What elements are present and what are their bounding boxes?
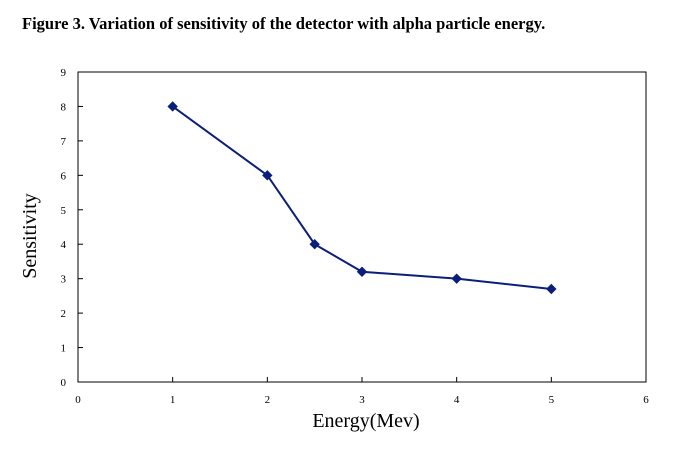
y-axis-title: Sensitivity	[19, 193, 41, 279]
x-axis-ticks: 0 1 2 3 4 5 6	[75, 377, 649, 406]
y-tick-label: 8	[61, 101, 67, 113]
x-tick-label: 3	[359, 394, 365, 406]
data-point-marker	[309, 239, 320, 250]
series-line	[172, 105, 552, 290]
x-tick-label: 5	[549, 394, 555, 406]
x-tick-label: 4	[454, 394, 460, 406]
series-layer	[167, 101, 557, 295]
y-axis-ticks: 0 1 2 3 4 5 6 7 8 9	[61, 67, 83, 389]
figure-caption: Figure 3. Variation of sensitivity of th…	[22, 14, 546, 33]
data-point-marker	[167, 101, 178, 112]
plot-area-frame	[77, 71, 647, 383]
y-tick-label: 0	[61, 377, 67, 389]
y-tick-label: 5	[61, 205, 67, 217]
data-point-marker	[546, 283, 557, 295]
y-tick-label: 6	[61, 170, 67, 182]
y-tick-label: 3	[61, 274, 67, 286]
x-axis-title: Energy(Mev)	[312, 410, 419, 432]
y-tick-label: 9	[61, 67, 67, 79]
data-point-marker	[262, 170, 273, 181]
y-tick-label: 7	[61, 136, 67, 148]
y-tick-label: 2	[61, 308, 67, 320]
x-tick-label: 2	[265, 394, 271, 406]
y-tick-label: 4	[61, 239, 67, 251]
x-tick-label: 0	[75, 394, 81, 406]
x-tick-label: 6	[643, 394, 649, 406]
y-tick-label: 1	[61, 343, 67, 355]
data-point-marker	[451, 273, 462, 284]
data-point-marker	[356, 266, 368, 277]
x-tick-label: 1	[170, 394, 176, 406]
